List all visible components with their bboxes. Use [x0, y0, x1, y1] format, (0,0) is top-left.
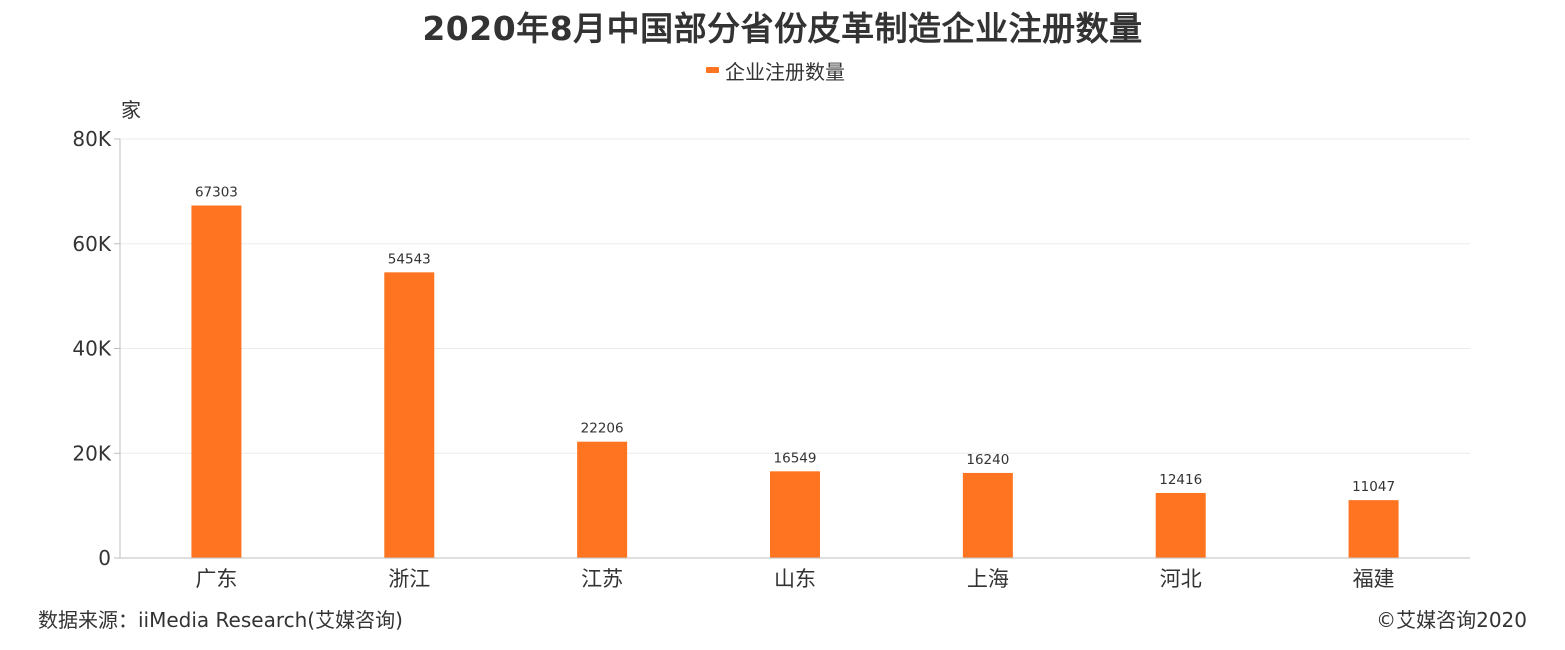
x-axis-ticks: 广东 浙江 江苏 山东 上海 河北 福建: [195, 567, 1394, 591]
x-tick-label: 福建: [1353, 567, 1395, 591]
legend-label: 企业注册数量: [725, 59, 845, 84]
data-label: 54543: [388, 251, 431, 267]
data-label: 12416: [1159, 472, 1202, 488]
legend[interactable]: 企业注册数量: [706, 57, 845, 84]
data-labels: 67303 54543 22206 16549 16240 12416 11047: [195, 185, 1395, 496]
data-label: 16240: [966, 452, 1009, 468]
y-tick-label: 0: [98, 546, 111, 570]
x-tick-label: 江苏: [581, 567, 623, 591]
bar[interactable]: [1348, 500, 1399, 558]
bar[interactable]: [191, 205, 242, 558]
data-label: 11047: [1352, 479, 1395, 495]
source-note: 数据来源：iiMedia Research(艾媒咨询): [38, 608, 403, 632]
y-axis-unit-label: 家: [121, 98, 141, 122]
data-label: 67303: [195, 185, 238, 201]
x-tick-label: 河北: [1160, 567, 1202, 591]
legend-swatch: [706, 67, 719, 73]
y-tick-label: 80K: [72, 127, 111, 151]
data-label: 22206: [581, 421, 624, 437]
gridlines: [120, 138, 1470, 454]
bar[interactable]: [577, 441, 628, 558]
y-tick-label: 60K: [72, 232, 111, 256]
x-tick-label: 浙江: [388, 567, 430, 591]
data-label: 16549: [774, 450, 817, 466]
chart-title: 2020年8月中国部分省份皮革制造企业注册数量: [422, 9, 1143, 48]
x-tick-label: 山东: [774, 567, 816, 591]
bar[interactable]: [384, 272, 435, 558]
copyright-note: ©艾媒咨询2020: [1376, 608, 1527, 632]
y-tick-label: 40K: [72, 337, 111, 361]
bars: [191, 205, 1399, 558]
bar[interactable]: [1155, 492, 1206, 558]
bar[interactable]: [770, 471, 820, 558]
x-tick-label: 上海: [967, 567, 1009, 591]
bar[interactable]: [962, 472, 1013, 558]
x-tick-label: 广东: [195, 567, 237, 591]
y-axis-ticks: 0 20K 40K 60K 80K: [72, 127, 120, 570]
y-tick-label: 20K: [72, 441, 111, 465]
